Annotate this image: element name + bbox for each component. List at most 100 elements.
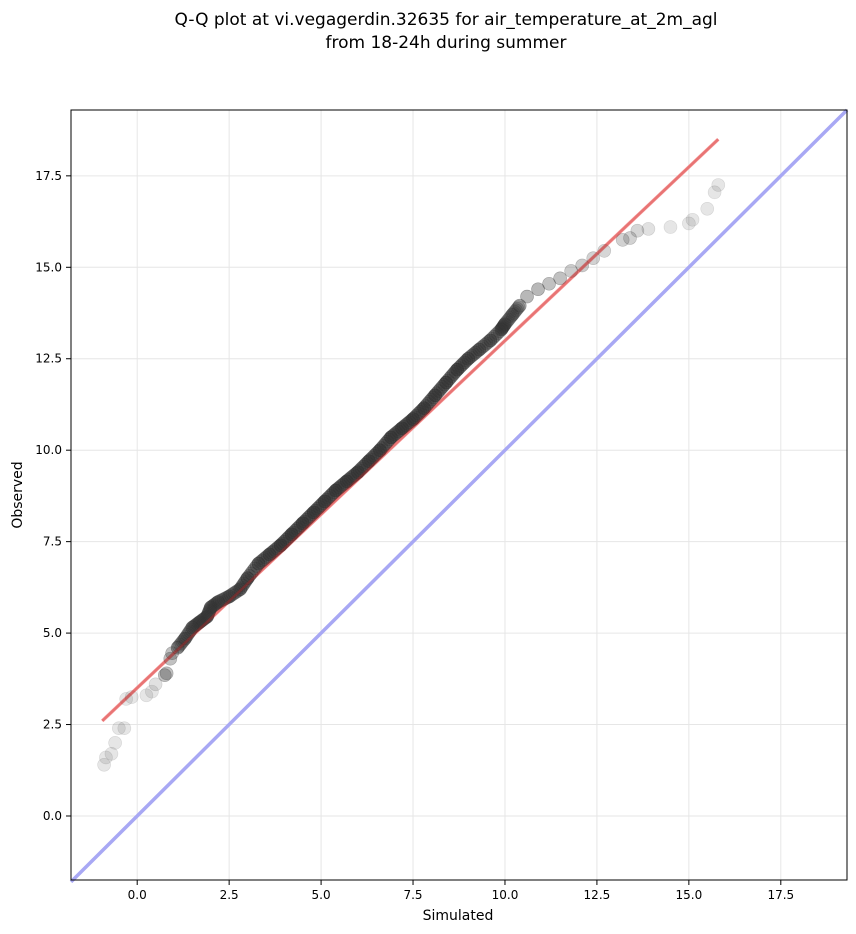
data-point — [685, 212, 700, 227]
data-point — [119, 692, 133, 706]
chart-title-line-1: Q-Q plot at vi.vegagerdin.32635 for air_… — [174, 10, 717, 30]
data-point — [295, 516, 310, 531]
data-point — [441, 373, 455, 388]
data-point — [145, 684, 159, 699]
data-point — [520, 289, 534, 304]
data-point — [663, 220, 678, 234]
data-point — [108, 736, 122, 750]
data-point — [163, 651, 178, 666]
data-point — [506, 306, 521, 321]
data-point — [352, 463, 367, 478]
data-point — [623, 231, 637, 245]
data-point — [297, 514, 312, 529]
data-point — [509, 303, 523, 318]
x-tick-label: 15.0 — [675, 888, 702, 902]
grid-lines — [71, 110, 847, 880]
data-point — [319, 492, 334, 507]
data-point — [641, 222, 656, 236]
y-tick-label: 15.0 — [35, 260, 62, 274]
data-point — [170, 640, 185, 655]
x-tick-label: 7.5 — [403, 888, 422, 902]
data-point — [406, 412, 420, 426]
data-point — [306, 505, 321, 520]
data-point — [373, 443, 387, 457]
data-point — [711, 178, 726, 192]
data-point — [496, 319, 510, 334]
y-tick-label: 2.5 — [43, 718, 62, 732]
data-point — [139, 688, 154, 703]
data-point — [328, 483, 343, 498]
data-point — [707, 185, 722, 200]
data-point — [240, 571, 255, 586]
data-point — [630, 223, 645, 238]
y-tick-label: 5.0 — [43, 626, 62, 640]
data-point — [498, 317, 512, 331]
x-tick-label: 17.5 — [767, 888, 794, 902]
x-tick-label: 0.0 — [128, 888, 147, 902]
data-point — [222, 589, 236, 604]
data-point — [262, 547, 277, 562]
data-point — [474, 341, 488, 355]
data-point — [461, 351, 475, 366]
data-point — [408, 410, 422, 425]
quantile-points — [97, 138, 726, 772]
data-point — [511, 300, 526, 315]
data-point — [700, 201, 715, 216]
data-point — [264, 546, 279, 560]
data-point — [450, 362, 464, 377]
data-point — [452, 361, 466, 375]
data-point — [575, 258, 590, 273]
data-point — [273, 538, 288, 553]
data-point — [157, 668, 172, 682]
data-point — [386, 429, 400, 443]
x-axis-label: Simulated — [423, 908, 494, 924]
data-point — [308, 503, 323, 518]
y-axis-label: Observed — [10, 461, 26, 528]
data-point — [211, 595, 225, 609]
x-tick-label: 2.5 — [220, 888, 239, 902]
identity-line — [69, 108, 849, 884]
y-tick-label: 17.5 — [35, 169, 62, 183]
data-point — [330, 482, 345, 496]
data-point — [165, 646, 179, 661]
data-point — [542, 276, 556, 291]
chart-title-line-2: from 18-24h during summer — [326, 33, 567, 53]
data-point — [397, 419, 411, 434]
data-point — [117, 721, 132, 735]
fit-line-overlay — [101, 138, 720, 722]
data-point — [495, 320, 510, 335]
data-point — [233, 582, 247, 596]
y-tick-label: 10.0 — [35, 443, 62, 457]
data-point — [384, 430, 398, 445]
data-point — [286, 525, 301, 540]
data-point — [97, 757, 111, 772]
data-point — [148, 677, 163, 692]
data-point — [510, 301, 525, 316]
data-point — [351, 465, 365, 479]
data-point — [597, 244, 612, 258]
data-point — [531, 282, 545, 297]
data-point — [362, 454, 376, 468]
data-point — [430, 386, 444, 400]
data-point — [472, 342, 487, 357]
data-point — [501, 312, 516, 327]
data-point — [178, 631, 192, 646]
x-tick-label: 5.0 — [312, 888, 331, 902]
y-axis-ticks: 0.0 2.5 5.0 7.5 10.0 12.5 15.0 17.5 — [35, 169, 71, 823]
x-tick-label: 12.5 — [584, 888, 611, 902]
data-point — [439, 375, 453, 390]
data-point — [374, 441, 389, 455]
data-point — [395, 421, 409, 436]
data-point — [417, 401, 431, 415]
y-tick-label: 7.5 — [43, 535, 62, 549]
data-point — [682, 216, 696, 231]
data-point — [317, 494, 332, 509]
data-point — [124, 690, 139, 704]
data-point — [497, 318, 512, 332]
data-point — [615, 233, 630, 247]
data-point — [512, 298, 527, 313]
y-tick-label: 0.0 — [43, 809, 62, 823]
data-point — [553, 271, 567, 286]
data-point — [104, 747, 119, 761]
data-point — [564, 264, 578, 278]
